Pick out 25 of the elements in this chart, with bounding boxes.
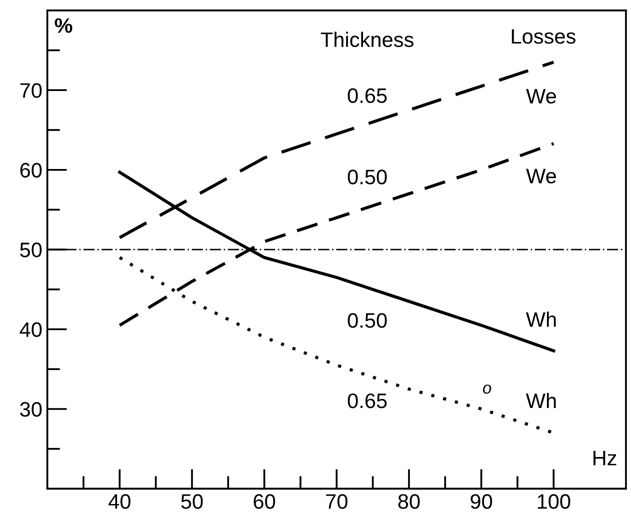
y-axis-title: %	[54, 18, 72, 33]
x-tick-label: 40	[108, 494, 130, 509]
annotation: 0.50	[348, 170, 387, 184]
annotation: Wh	[526, 392, 556, 408]
y-tick-label: 40	[20, 322, 42, 338]
annotation: Thickness	[320, 32, 414, 48]
annotation: 0.65	[348, 393, 387, 408]
y-tick-label: 30	[20, 402, 42, 417]
annotation: 0.50	[348, 313, 387, 328]
x-tick-label: 70	[326, 494, 348, 509]
x-tick-label: 90	[470, 494, 492, 509]
x-tick-label: 80	[398, 494, 420, 509]
annotation: We	[526, 89, 556, 104]
y-tick-label: 50	[20, 242, 42, 258]
x-tick-label: 50	[181, 494, 203, 509]
x-axis-title: Hz	[594, 450, 616, 466]
annotation: Wh	[526, 312, 556, 327]
annotation: o	[482, 384, 492, 394]
annotation: We	[526, 168, 556, 184]
x-tick-label: 60	[254, 494, 276, 509]
annotation: 0.65	[348, 88, 387, 104]
y-tick-label: 70	[20, 83, 42, 98]
annotation: Losses	[512, 29, 576, 44]
x-tick-label: 100	[538, 494, 570, 509]
y-tick-label: 60	[20, 162, 42, 178]
